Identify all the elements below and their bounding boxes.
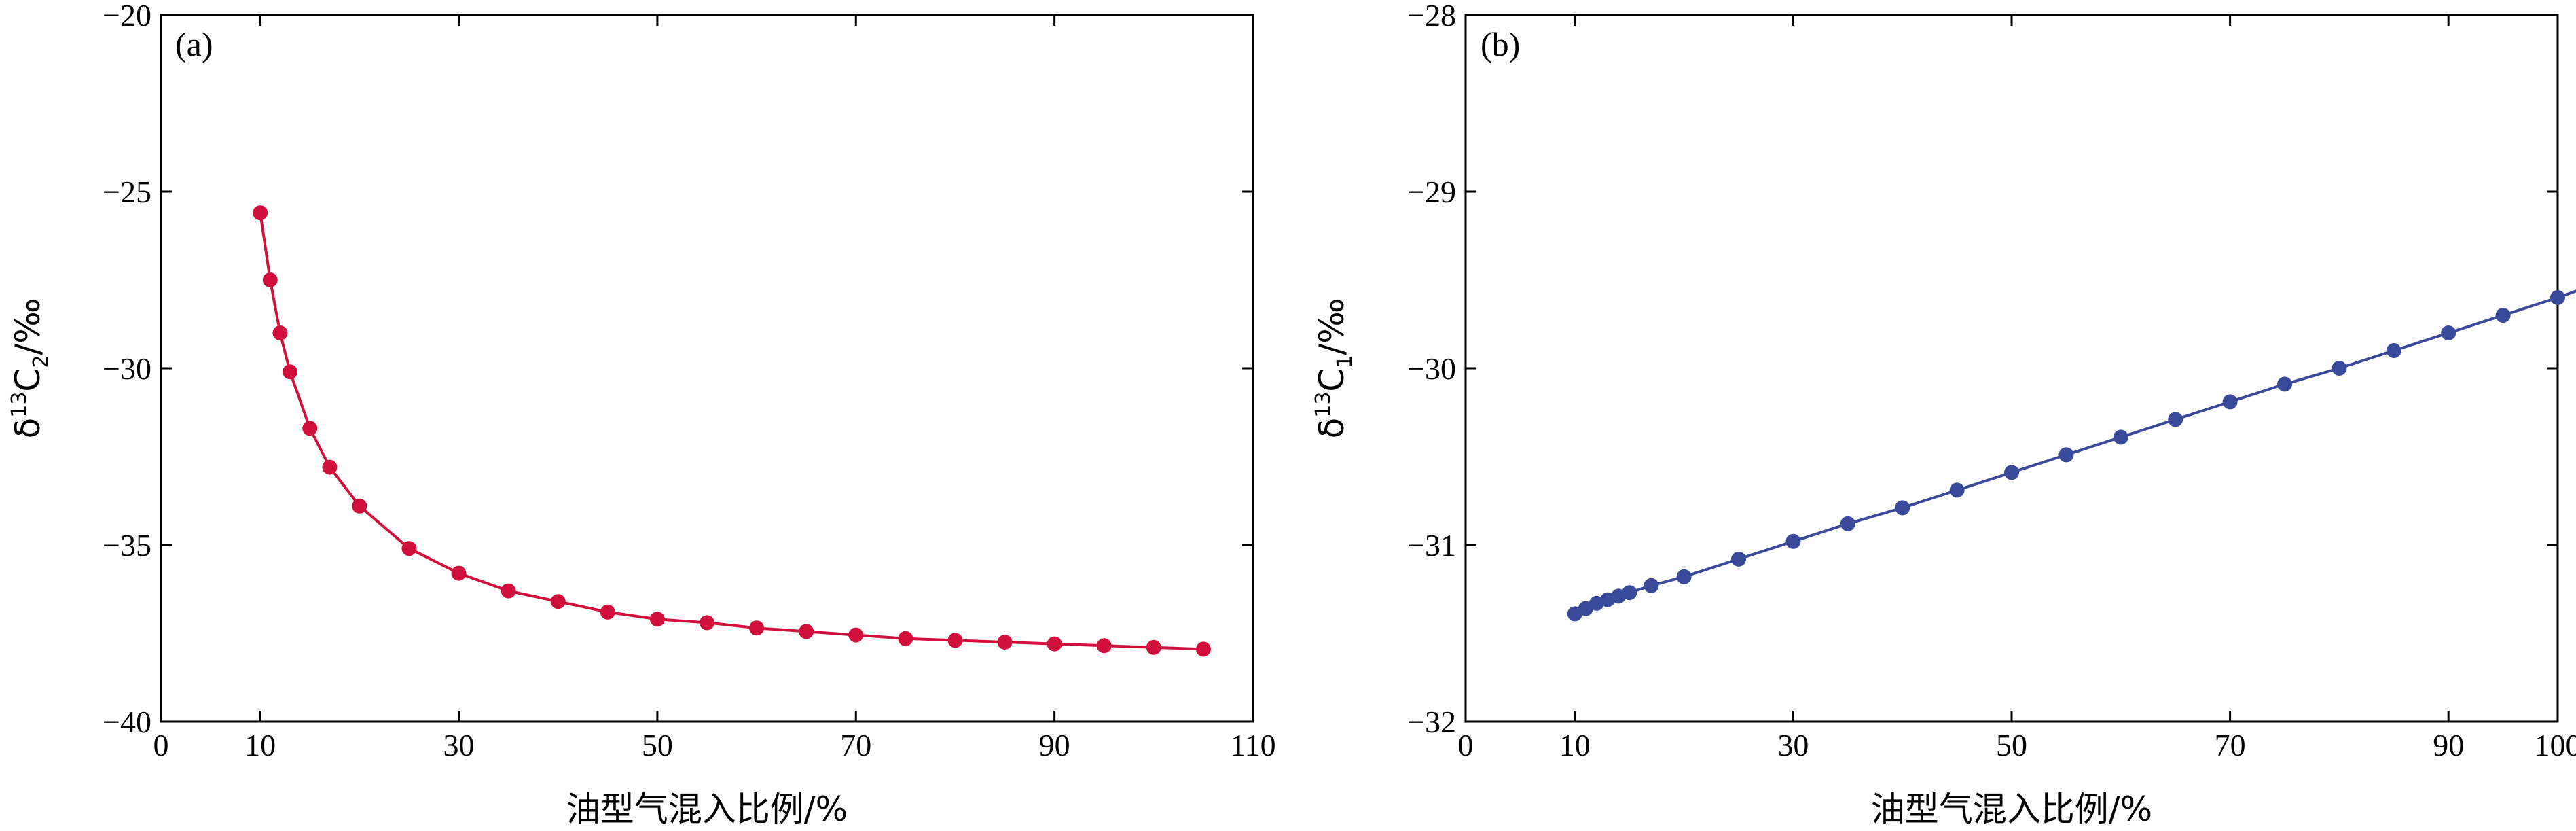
data-point	[2550, 290, 2565, 305]
data-point	[2058, 447, 2074, 463]
data-point	[898, 631, 913, 646]
data-point	[2495, 308, 2511, 323]
y-tick-label: −35	[103, 528, 151, 563]
data-point	[2386, 343, 2401, 358]
y-axis-label-b: δ13C1/‰	[1311, 298, 1357, 439]
x-tick-label: 10	[1559, 728, 1591, 762]
x-tick-label: 50	[642, 728, 673, 762]
x-tick-label: 50	[1996, 728, 2027, 762]
data-point	[997, 635, 1013, 650]
data-point	[700, 615, 714, 631]
data-point	[451, 565, 467, 581]
x-tick-label: 110	[1230, 728, 1275, 762]
series-points-b	[1567, 290, 2565, 622]
data-point	[262, 272, 278, 287]
data-point	[501, 583, 516, 599]
data-point	[1731, 551, 1746, 567]
data-point	[1622, 585, 1637, 601]
y-axis-label-a: δ13C2/‰	[7, 298, 53, 439]
x-tick-label: 70	[2215, 728, 2246, 762]
data-point	[1146, 639, 1161, 655]
data-point	[2004, 465, 2019, 480]
x-tick-label: 100	[2535, 728, 2576, 762]
data-point	[1949, 482, 1965, 498]
data-point	[2222, 394, 2238, 410]
data-point	[2277, 376, 2292, 392]
data-point	[1895, 500, 1910, 516]
data-point	[2168, 412, 2183, 427]
data-point	[352, 498, 367, 514]
data-point	[649, 612, 665, 627]
plot-frame-b	[1464, 14, 2559, 723]
data-point	[749, 620, 765, 636]
x-tick-label: 0	[153, 728, 169, 762]
data-point	[1840, 516, 1855, 531]
data-point	[272, 325, 288, 340]
axis-ticks-a: 0 10 30 50 70 90 110 −20 −25 −30 −35 −40	[103, 0, 1276, 762]
chart-panel-a: 0 10 30 50 70 90 110 −20 −25 −30 −35 −40 (a) 油型气混入比…	[7, 0, 1276, 829]
data-point	[1047, 636, 1062, 652]
x-tick-label: 10	[244, 728, 276, 762]
y-tick-label: −32	[1407, 705, 1456, 739]
data-point	[799, 624, 814, 639]
y-tick-label: −20	[103, 0, 151, 33]
x-axis-label-b: 油型气混入比例/%	[1871, 790, 2152, 829]
data-point	[2332, 361, 2347, 376]
x-axis-label-a: 油型气混入比例/%	[566, 790, 848, 829]
x-tick-label: 90	[2433, 728, 2464, 762]
data-point	[283, 364, 298, 380]
series-line-b	[1574, 289, 2576, 616]
panel-label-b: (b)	[1481, 25, 1520, 63]
y-tick-label: −30	[103, 351, 151, 386]
series-points-a	[253, 205, 1211, 657]
data-point	[302, 421, 318, 436]
data-point	[401, 541, 417, 556]
data-point	[600, 604, 615, 620]
y-tick-label: −30	[1407, 351, 1456, 386]
data-point	[550, 594, 566, 609]
x-tick-label: 70	[840, 728, 871, 762]
y-tick-label: −25	[103, 175, 151, 209]
data-point	[848, 627, 864, 643]
data-point	[1195, 641, 1211, 657]
axis-ticks-b: 0 10 30 50 70 90 100 −28 −29 −30 −31 −32	[1407, 0, 2576, 762]
y-tick-label: −31	[1407, 528, 1456, 563]
y-tick-label: −40	[103, 705, 151, 739]
x-tick-label: 90	[1039, 728, 1070, 762]
data-point	[1096, 638, 1112, 654]
y-tick-label: −29	[1407, 175, 1456, 209]
x-tick-label: 0	[1458, 728, 1474, 762]
x-tick-label: 30	[1777, 728, 1809, 762]
data-point	[322, 459, 338, 475]
data-point	[253, 205, 268, 221]
data-point	[1644, 578, 1659, 593]
data-point	[2113, 429, 2128, 445]
data-point	[1785, 533, 1801, 549]
data-point	[947, 633, 963, 648]
data-point	[1676, 569, 1692, 584]
data-point	[2441, 325, 2456, 340]
chart-panel-b: 0 10 30 50 70 90 100 −28 −29 −30 −31 −32 (b) 油型气混入比…	[1311, 0, 2576, 829]
panel-label-a: (a)	[175, 25, 213, 63]
x-tick-label: 30	[443, 728, 475, 762]
y-tick-label: −28	[1407, 0, 1456, 33]
series-line-a	[259, 212, 1203, 651]
